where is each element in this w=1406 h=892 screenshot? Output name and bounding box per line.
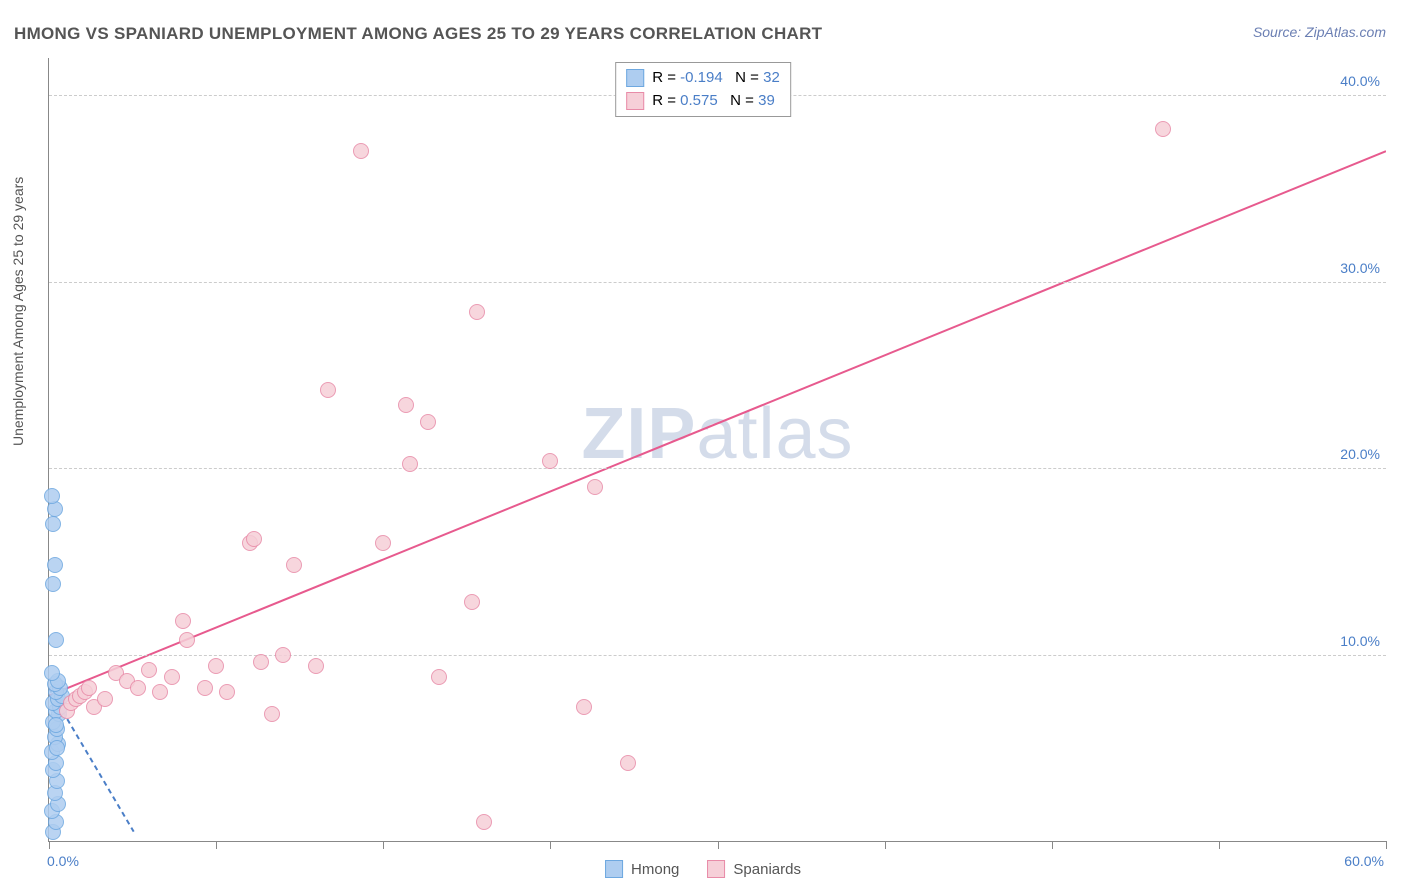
scatter-point <box>152 684 168 700</box>
series-legend-item: Hmong <box>605 860 679 878</box>
series-legend-label: Spaniards <box>733 861 801 878</box>
correlation-text: R = -0.194 N = 32 <box>652 67 780 90</box>
scatter-point <box>44 665 60 681</box>
watermark: ZIPatlas <box>581 393 853 475</box>
grid-line <box>49 282 1386 283</box>
scatter-point <box>97 691 113 707</box>
scatter-point <box>81 680 97 696</box>
scatter-point <box>464 594 480 610</box>
scatter-point <box>542 453 558 469</box>
scatter-point <box>246 531 262 547</box>
scatter-point <box>431 669 447 685</box>
x-tick <box>718 841 719 849</box>
scatter-point <box>275 647 291 663</box>
source-attribution: Source: ZipAtlas.com <box>1253 24 1386 40</box>
scatter-point <box>476 814 492 830</box>
scatter-point <box>320 382 336 398</box>
y-tick-label: 40.0% <box>1340 73 1380 89</box>
scatter-point <box>402 456 418 472</box>
correlation-legend-row: R = -0.194 N = 32 <box>626 67 780 90</box>
scatter-point <box>219 684 235 700</box>
scatter-point <box>469 304 485 320</box>
scatter-point <box>197 680 213 696</box>
trend-line <box>49 151 1386 695</box>
scatter-point <box>47 557 63 573</box>
scatter-point <box>264 706 280 722</box>
legend-swatch <box>626 69 644 87</box>
scatter-point <box>587 479 603 495</box>
correlation-legend-row: R = 0.575 N = 39 <box>626 90 780 113</box>
watermark-atlas: atlas <box>696 394 853 474</box>
legend-swatch <box>707 860 725 878</box>
scatter-point <box>179 632 195 648</box>
legend-swatch <box>626 92 644 110</box>
x-tick-label: 60.0% <box>1344 853 1384 869</box>
scatter-point <box>308 658 324 674</box>
scatter-point <box>130 680 146 696</box>
scatter-point <box>208 658 224 674</box>
scatter-point <box>375 535 391 551</box>
y-axis-label: Unemployment Among Ages 25 to 29 years <box>10 177 26 446</box>
series-legend-item: Spaniards <box>707 860 801 878</box>
scatter-point <box>49 740 65 756</box>
x-tick <box>216 841 217 849</box>
correlation-legend: R = -0.194 N = 32R = 0.575 N = 39 <box>615 62 791 117</box>
chart-title: HMONG VS SPANIARD UNEMPLOYMENT AMONG AGE… <box>14 24 822 44</box>
trend-lines <box>49 58 1386 841</box>
legend-swatch <box>605 860 623 878</box>
scatter-point <box>353 143 369 159</box>
x-tick <box>550 841 551 849</box>
y-tick-label: 30.0% <box>1340 260 1380 276</box>
x-tick-label: 0.0% <box>47 853 79 869</box>
x-tick <box>49 841 50 849</box>
scatter-point <box>45 576 61 592</box>
y-tick-label: 20.0% <box>1340 446 1380 462</box>
scatter-point <box>48 717 64 733</box>
scatter-point <box>141 662 157 678</box>
grid-line <box>49 468 1386 469</box>
x-tick <box>1386 841 1387 849</box>
watermark-zip: ZIP <box>581 394 696 474</box>
scatter-point <box>286 557 302 573</box>
grid-line <box>49 655 1386 656</box>
y-tick-label: 10.0% <box>1340 633 1380 649</box>
scatter-point <box>175 613 191 629</box>
scatter-point <box>420 414 436 430</box>
x-tick <box>383 841 384 849</box>
x-tick <box>1219 841 1220 849</box>
scatter-point <box>398 397 414 413</box>
scatter-point <box>164 669 180 685</box>
scatter-point <box>44 488 60 504</box>
scatter-point <box>620 755 636 771</box>
scatter-point <box>45 516 61 532</box>
scatter-point <box>1155 121 1171 137</box>
scatter-point <box>48 632 64 648</box>
series-legend-label: Hmong <box>631 861 679 878</box>
plot-area: ZIPatlas 10.0%20.0%30.0%40.0%0.0%60.0% <box>48 58 1386 842</box>
series-legend: Hmong Spaniards <box>605 860 801 878</box>
scatter-point <box>253 654 269 670</box>
correlation-text: R = 0.575 N = 39 <box>652 90 775 113</box>
x-tick <box>885 841 886 849</box>
x-tick <box>1052 841 1053 849</box>
scatter-point <box>576 699 592 715</box>
